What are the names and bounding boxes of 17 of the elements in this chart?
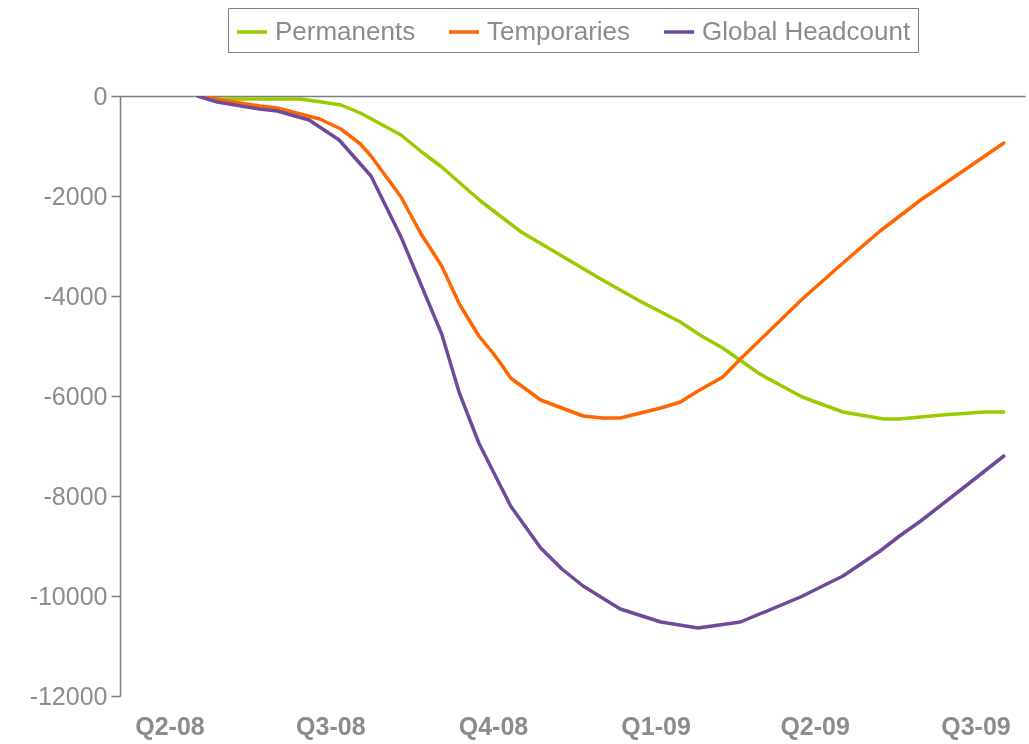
legend-label: Permanents (275, 16, 416, 46)
legend-label: Global Headcount (702, 16, 911, 46)
x-tick-label: Q3-09 (941, 711, 1011, 740)
y-tick-label: -10000 (29, 581, 108, 610)
x-tick-label: Q3-08 (296, 711, 366, 740)
y-tick-label: -4000 (43, 281, 108, 310)
y-tick-label: -2000 (43, 181, 108, 210)
legend-label: Temporaries (487, 16, 631, 46)
y-tick-label: -12000 (29, 681, 108, 710)
x-tick-label: Q4-08 (458, 711, 529, 740)
line-series (196, 96, 1006, 630)
x-tick-label: Q2-08 (135, 711, 205, 740)
y-tick-label: -6000 (43, 381, 108, 410)
x-tick-label: Q1-09 (621, 711, 691, 740)
y-tick-label: 0 (93, 81, 108, 110)
x-tick-label: Q2-09 (780, 711, 850, 740)
y-tick-label: -8000 (43, 481, 108, 510)
